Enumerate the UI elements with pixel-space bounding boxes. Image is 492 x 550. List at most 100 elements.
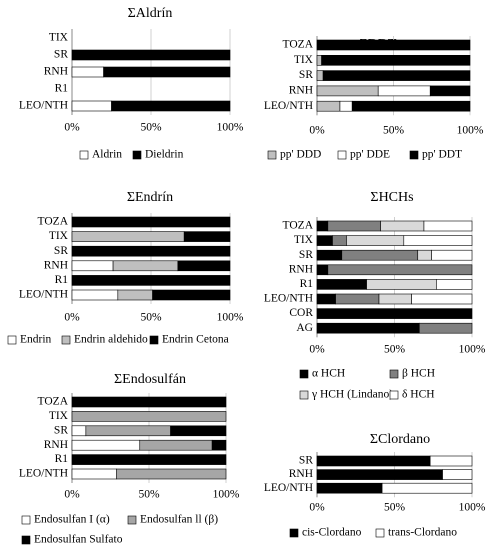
bar-segment (71, 66, 104, 78)
bar-segment (71, 396, 227, 408)
x-tick-label: 0% (64, 122, 80, 134)
legend-swatch (79, 150, 89, 160)
bar-segment (316, 482, 383, 494)
bar-segment (429, 455, 473, 467)
bar-segment (316, 293, 336, 305)
legend-label: Dieldrin (145, 149, 184, 161)
bar-segment (316, 100, 341, 112)
y-tick-label: RNH (44, 66, 68, 78)
bar-segment (71, 425, 87, 437)
legend-swatch (127, 515, 137, 525)
bar-segment (327, 220, 381, 232)
bar-segment (71, 289, 119, 301)
bar-segment (170, 425, 227, 437)
bar-segment (139, 439, 213, 451)
bar-segment (341, 249, 419, 261)
legend-label: Endrin (20, 334, 52, 346)
y-tick-label: LEO/NTH (264, 482, 313, 494)
x-tick-label: 0% (309, 344, 325, 356)
bar-segment (351, 100, 471, 112)
y-tick-label: TIX (49, 410, 69, 422)
x-tick-label: 50% (384, 344, 406, 356)
y-tick-label: SR (54, 424, 68, 436)
bar-segment (327, 264, 473, 276)
legend-swatch (389, 390, 399, 400)
legend-swatch (299, 369, 309, 379)
bar-segment (71, 216, 231, 228)
legend-swatch (149, 335, 159, 345)
bar-segment (316, 322, 420, 334)
bar-segment (429, 85, 471, 97)
bar-segment (377, 85, 431, 97)
x-tick-label: 0% (309, 125, 325, 137)
y-tick-label: AG (296, 322, 313, 334)
bar-segment (71, 468, 117, 480)
bar-segment (85, 425, 171, 437)
legend-label: trans-Clordano (388, 527, 457, 539)
bar-segment (332, 235, 347, 246)
bar-segment (316, 455, 431, 467)
x-tick-label: 50% (383, 125, 405, 137)
legend-label: pp' DDT (422, 149, 462, 161)
y-tick-label: RNH (289, 85, 313, 97)
y-tick-label: LEO/NTH (264, 100, 313, 112)
bar-segment (411, 293, 473, 305)
bar-segment (431, 249, 473, 261)
y-tick-label: LEO/NTH (19, 468, 68, 480)
bar-segment (316, 249, 343, 261)
y-tick-label: R1 (55, 274, 69, 286)
y-tick-label: COR (289, 307, 313, 319)
legend-label: δ HCH (402, 389, 435, 401)
bar-segment (423, 220, 473, 232)
x-tick-label: 0% (309, 502, 325, 514)
legend-swatch (299, 390, 309, 400)
x-tick-label: 50% (140, 122, 162, 134)
x-tick-label: 0% (64, 312, 80, 324)
legend-label: pp' DDE (350, 149, 390, 161)
legend-label: Endosulfan ll (β) (140, 514, 218, 526)
x-tick-label: 0% (64, 489, 80, 501)
y-tick-label: TOZA (38, 396, 69, 408)
bar-segment (71, 411, 227, 422)
bar-segment (403, 235, 473, 246)
legend-label: Endosulfan I (α) (34, 514, 110, 526)
y-tick-label: LEO/NTH (19, 289, 68, 301)
bar-segment (177, 260, 231, 272)
chart-title: ΣHCHs (370, 190, 413, 205)
x-tick-label: 100% (457, 125, 484, 137)
y-tick-label: RNH (44, 439, 68, 451)
bar-segment (71, 245, 231, 257)
legend-label: Endrin Cetona (162, 334, 229, 346)
legend-label: pp' DDD (280, 149, 321, 161)
legend-swatch (409, 150, 419, 160)
y-tick-label: R1 (55, 453, 69, 465)
y-tick-label: TIX (49, 230, 69, 242)
y-tick-label: TIX (294, 54, 314, 66)
y-tick-label: SR (299, 249, 313, 261)
y-tick-label: RNH (44, 259, 68, 271)
legend-label: Endrin aldehido (74, 334, 148, 346)
bar-segment (316, 308, 473, 319)
bar-segment (316, 39, 471, 51)
bar-segment (111, 100, 231, 112)
legend-swatch (61, 335, 71, 345)
y-tick-label: SR (54, 49, 68, 61)
bar-segment (442, 469, 473, 480)
bar-segment (436, 279, 473, 290)
bar-segment (418, 322, 473, 334)
y-tick-label: TOZA (38, 216, 69, 228)
bar-segment (322, 70, 471, 81)
bar-segment (339, 100, 353, 112)
legend-swatch (132, 150, 142, 160)
bar-segment (112, 260, 179, 272)
y-tick-label: LEO/NTH (19, 100, 68, 112)
bar-segment (316, 70, 324, 81)
x-tick-label: 100% (459, 344, 486, 356)
legend-swatch (7, 335, 17, 345)
x-tick-label: 100% (217, 122, 244, 134)
chart-title: ΣEndrín (127, 190, 173, 205)
bar-segment (71, 231, 185, 242)
x-tick-label: 100% (459, 502, 486, 514)
bar-segment (366, 279, 437, 290)
